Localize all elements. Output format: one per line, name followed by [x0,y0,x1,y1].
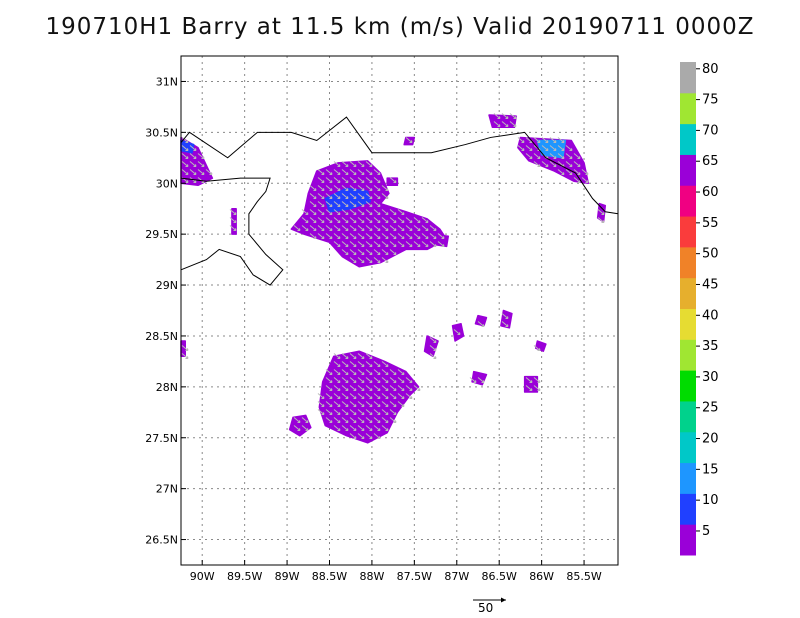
x-tick-label: 88.5W [312,570,347,583]
x-tick-label: 89.5W [227,570,262,583]
y-tick-label: 30N [156,177,178,190]
wind-region-scatter-13 [534,340,547,352]
reference-vector [473,597,506,603]
wind-barb-field [181,113,605,439]
x-tick-label: 87W [444,570,469,583]
plot-frame [180,55,619,566]
x-tick-label: 85.5W [566,570,601,583]
y-tick-label: 28.5N [145,330,178,343]
reference-vector-label: 50 [478,601,494,615]
y-tick-label: 28N [156,381,178,394]
wind-region-scatter-7 [403,136,416,146]
wind-region-central-north-blob [290,160,448,268]
x-tick-label: 86W [529,570,554,583]
y-tick-label: 26.5N [145,534,178,547]
wind-arrows [181,113,605,439]
y-tick-label: 31N [156,75,178,88]
map-title: 190710H1 Barry at 11.5 km (m/s) Valid 20… [45,14,755,40]
x-tick-label: 89W [275,570,300,583]
wind-region-scatter-3 [523,375,539,393]
wind-region-scatter-8 [386,177,399,187]
y-axis-ticks: 31N 30.5N 30N 29.5N 29N 28.5N 28N 27.5N 27N 26.5N [145,75,186,547]
y-tick-label: 27N [156,483,178,496]
x-tick-label: 88W [359,570,384,583]
x-tick-label: 86.5W [482,570,517,583]
coastline [180,116,619,286]
y-tick-label: 29N [156,279,178,292]
grid-lines [181,56,618,565]
x-axis-ticks: 90W 89.5W 89W 88.5W 88W 87.5W 87W 86.5W 86W 85.5W [190,560,602,583]
y-tick-label: 29.5N [145,228,178,241]
y-tick-label: 30.5N [145,126,178,139]
x-tick-label: 87.5W [397,570,432,583]
wind-region-northeast-top-strip [488,114,517,129]
reference-arrow-head [501,597,506,603]
x-tick-label: 90W [190,570,215,583]
y-tick-label: 27.5N [145,432,178,445]
coastline-segment-2 [180,116,619,215]
coastline-segment-1 [180,177,284,286]
wind-region-southwest-spot [288,414,312,437]
